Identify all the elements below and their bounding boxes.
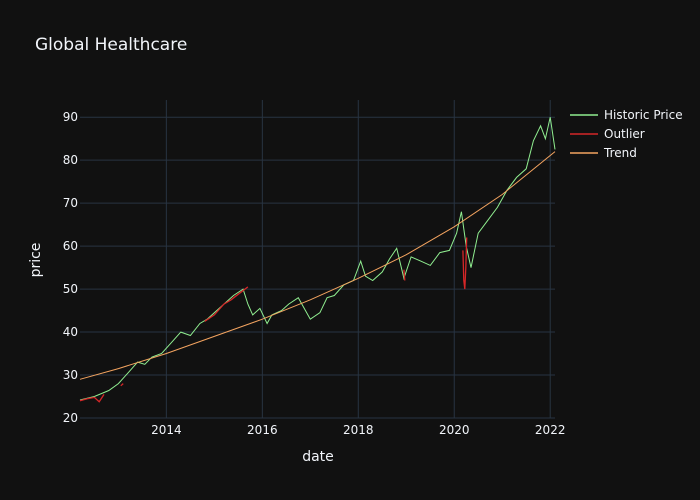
series-line-outlier-segment-3 [403,269,406,281]
x-axis-ticks: 2014 2016 2018 2020 2022 [151,423,565,437]
series-line-trend [79,151,556,380]
y-tick-label: 50 [63,282,78,296]
y-tick-label: 90 [63,110,78,124]
legend-item-outlier[interactable]: Outlier [570,127,645,141]
x-tick-label: 2018 [343,423,374,437]
series-layer [79,117,556,403]
series-line-outlier-segment-0 [79,394,105,403]
series-line-outlier-segment-1 [120,383,124,387]
series-line-historic-price [79,117,556,401]
y-tick-label: 40 [63,325,78,339]
y-tick-label: 80 [63,153,78,167]
y-tick-label: 30 [63,368,78,382]
x-tick-label: 2014 [151,423,182,437]
y-tick-label: 20 [63,411,78,425]
chart-title: Global Healthcare [35,35,187,55]
legend-label: Trend [603,146,637,160]
series-line-outlier-segment-2 [204,286,249,322]
x-tick-label: 2016 [247,423,278,437]
legend-item-trend[interactable]: Trend [570,146,637,160]
legend-label: Historic Price [604,108,683,122]
y-tick-label: 70 [63,196,78,210]
x-tick-label: 2022 [535,423,566,437]
grid [80,100,555,419]
legend-item-historic-price[interactable]: Historic Price [570,108,683,122]
x-axis-label: date [302,449,334,465]
y-tick-label: 60 [63,239,78,253]
y-axis-label: price [28,243,44,278]
legend[interactable]: Historic Price Outlier Trend [570,108,683,160]
x-tick-label: 2020 [439,423,470,437]
legend-label: Outlier [604,127,645,141]
y-axis-ticks: 20 30 40 50 60 70 80 90 [63,110,78,425]
series-line-outlier-segment-4 [462,237,468,290]
